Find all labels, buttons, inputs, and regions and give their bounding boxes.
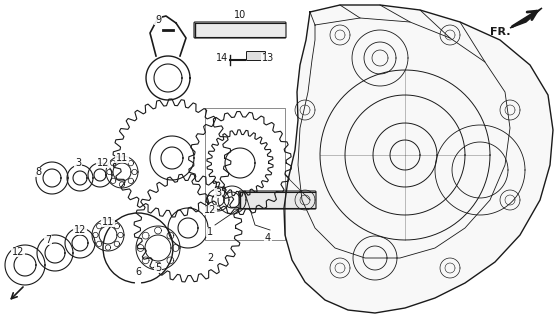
Text: 14: 14 [216,53,228,63]
FancyBboxPatch shape [239,191,316,209]
Text: 13: 13 [262,53,274,63]
Text: 12: 12 [12,247,24,257]
Polygon shape [510,8,542,28]
Text: 6: 6 [135,267,141,277]
Text: 1: 1 [207,227,213,237]
Text: 12: 12 [204,205,216,215]
Text: FR.: FR. [490,27,510,37]
Text: 7: 7 [45,235,51,245]
FancyBboxPatch shape [246,52,266,60]
Text: 11: 11 [102,217,114,227]
Text: 4: 4 [265,233,271,243]
Text: 5: 5 [155,263,161,273]
Text: 3: 3 [215,188,221,198]
Polygon shape [284,5,553,313]
Text: 3: 3 [75,158,81,168]
Text: 12: 12 [74,225,86,235]
FancyBboxPatch shape [194,22,286,38]
Text: 11: 11 [116,153,128,163]
Text: 8: 8 [35,167,41,177]
Text: 10: 10 [234,10,246,20]
Text: 9: 9 [155,15,161,25]
Text: 12: 12 [97,158,109,168]
Text: 2: 2 [207,253,213,263]
